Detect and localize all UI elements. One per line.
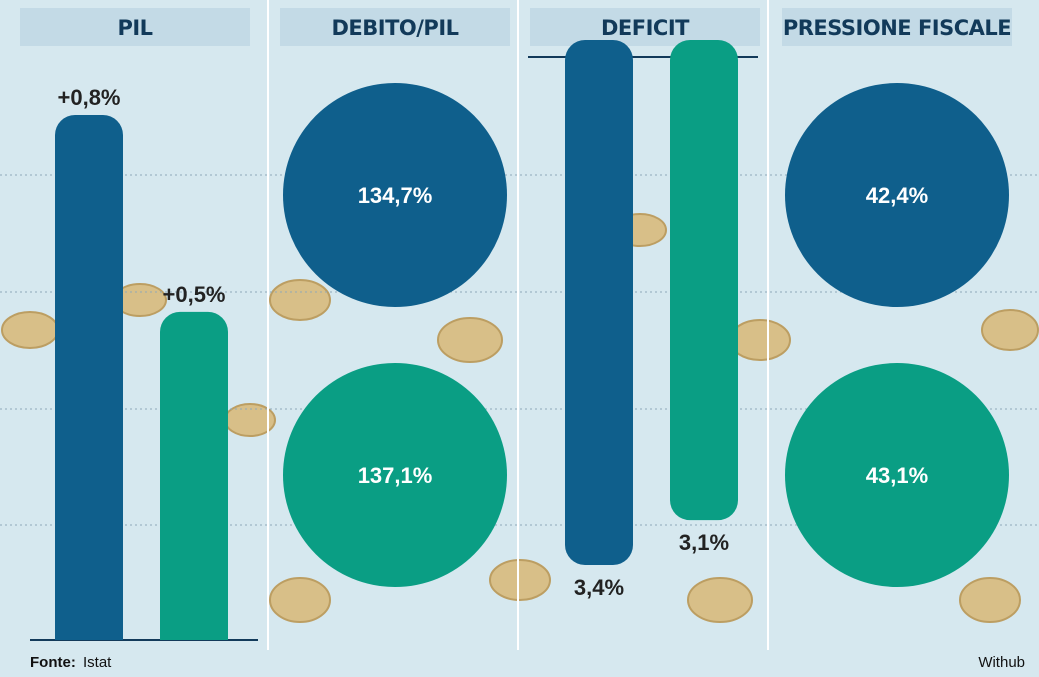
panel-title: DEFICIT xyxy=(601,16,690,40)
value-label: 134,7% xyxy=(358,183,433,208)
value-label: +0,8% xyxy=(58,85,121,110)
value-label: 137,1% xyxy=(358,463,433,488)
infographic: Fonte: Istat Withub PIL +0,8% +0,5% DEBITO/… xyxy=(0,0,1039,677)
bar-foot xyxy=(55,618,123,640)
value-label: 3,4% xyxy=(574,575,624,600)
bar xyxy=(670,40,738,520)
panel-title: PIL xyxy=(117,16,152,40)
credit: Withub xyxy=(978,654,1025,671)
value-label: 42,4% xyxy=(866,183,928,208)
source: Istat xyxy=(83,654,112,671)
value-label: 3,1% xyxy=(679,530,729,555)
bar xyxy=(565,40,633,565)
value-label: 43,1% xyxy=(866,463,928,488)
value-label: +0,5% xyxy=(163,282,226,307)
bar xyxy=(160,312,228,640)
panel-title: PRESSIONE FISCALE xyxy=(783,16,1011,40)
panel-title: DEBITO/PIL xyxy=(331,16,458,40)
bar xyxy=(55,115,123,640)
bar-foot xyxy=(160,618,228,640)
source-label: Fonte: xyxy=(30,654,76,671)
